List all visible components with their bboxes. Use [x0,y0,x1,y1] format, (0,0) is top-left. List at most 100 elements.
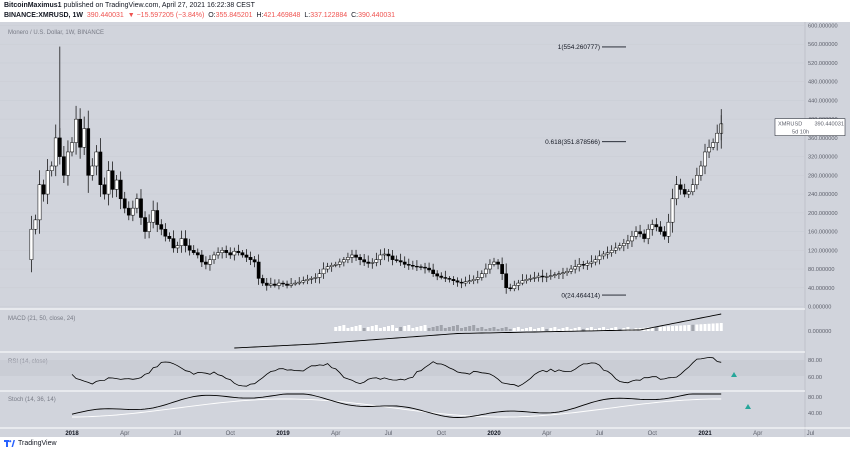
candle-body [370,262,375,264]
candle-body [167,236,172,239]
candle-body [703,151,707,167]
candlestick-series [29,46,724,294]
candle-body [544,276,549,278]
candle-body [605,252,610,255]
candle-body [666,221,671,237]
macd-histogram-bar [447,327,451,331]
macd-histogram-bar [504,327,508,331]
candle-body [62,156,66,176]
candle-body [715,132,720,143]
price-tick-label: 600.000000 [808,24,838,30]
price-tick-label: 360.000000 [808,136,838,142]
open-value: 355.845201 [215,12,253,19]
last-price: 390.440031 [86,12,124,19]
time-tick-label: 2018 [65,431,79,437]
candle-body [410,265,415,267]
candle-body [581,264,586,266]
candle-body [90,165,95,176]
candle-body [565,271,569,274]
candle-body [402,261,407,265]
candle-body [53,137,58,167]
time-tick-label: Jul [174,431,182,437]
macd-histogram-bar [407,325,411,331]
candle-body [488,264,492,270]
macd-histogram-bar [508,329,512,331]
price-tick-label: 80.000000 [808,267,834,273]
macd-histogram-bar [488,328,492,331]
candle-body [475,277,480,280]
candle-body [467,280,472,282]
candle-body [589,261,594,264]
macd-pane-title: MACD (21, 50, close, 24) [8,316,75,322]
macd-histogram-bar [362,328,366,331]
candle-body [557,273,561,275]
low-value: 337.122884 [310,12,348,19]
candle-body [285,283,289,286]
rsi-signal-marker [731,372,737,377]
candle-body [342,259,346,263]
candle-body [147,221,151,232]
candle-body [695,175,699,185]
candle-body [281,282,285,285]
macd-histogram-bar [545,329,549,331]
candle-body [540,275,545,278]
time-tick-label: 2019 [276,431,290,437]
tradingview-brand: TradingView [18,440,57,447]
macd-histogram-bar [598,328,601,331]
candle-body [597,255,602,260]
rsi-line [71,356,722,387]
macd-axis-label: 0.000000 [808,329,831,335]
candle-body [187,245,192,251]
macd-histogram-bar [358,325,362,331]
candle-body [74,118,78,143]
candle-body [528,278,533,280]
candle-body [37,184,42,221]
candle-body [317,273,322,278]
candle-body [548,275,553,277]
macd-histogram-bar [654,327,658,331]
macd-histogram-bar [581,329,585,331]
author-name[interactable]: BitcoinMaximus1 [4,2,62,9]
price-axis-background[interactable] [805,22,850,437]
candle-body [601,253,606,257]
price-tick-label: 200.000000 [808,211,838,217]
rsi-pane[interactable]: 80.00 60.00 [0,356,822,387]
macd-histogram-bar [439,325,443,331]
macd-histogram-bar [573,328,577,331]
bar-countdown: 5d 10h [792,130,809,136]
symbol-interval[interactable]: BINANCE:XMRUSD, 1W [4,12,83,19]
macd-histogram-bar [500,328,504,331]
macd-histogram-bar [370,326,374,331]
macd-histogram-bar [395,328,399,331]
macd-histogram-bar [455,325,459,331]
candle-body [638,231,642,235]
macd-pane[interactable]: 0.000000 [234,313,831,349]
candle-body [309,278,314,280]
candle-body [252,259,257,263]
macd-histogram-bar [391,325,395,331]
candle-body [135,198,139,209]
price-tick-label: 320.000000 [808,155,838,161]
tradingview-logo[interactable]: TradingView [4,440,57,447]
macd-histogram-bar [610,328,614,331]
candle-body [220,250,224,253]
macd-histogram-bar [464,327,468,331]
candle-body [471,279,476,281]
candle-body [463,281,468,284]
candle-body [78,118,82,148]
candle-body [398,260,403,263]
stoch-pane[interactable]: 80.00 40.00 [71,393,822,418]
candle-body [415,265,419,268]
chart-canvas[interactable]: Monero / U.S. Dollar, 1W, BINANCE MACD (… [0,22,850,437]
time-axis[interactable]: 2018 Apr Jul Oct 2019 Apr Jul Oct 2020 Apr Jul Oct 2… [65,431,814,437]
candle-body [516,282,521,286]
candle-body [256,261,261,279]
macd-histogram-bar [699,324,703,331]
candle-body [264,282,269,286]
published-text: published on TradingView.com, April 27, … [63,2,255,9]
candle-body [204,261,208,265]
macd-histogram-bar [711,323,715,331]
candle-body [333,264,338,266]
candle-body [484,268,488,274]
candle-body [244,254,249,258]
